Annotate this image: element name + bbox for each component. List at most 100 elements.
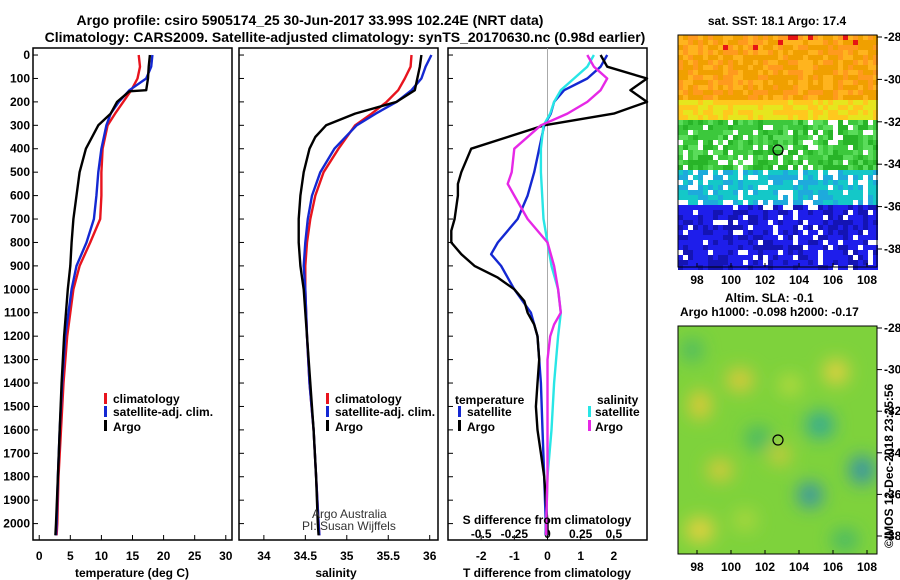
sst-cell <box>718 55 723 60</box>
sst-cell <box>803 55 808 60</box>
sst-cell <box>858 250 863 255</box>
sst-cell <box>793 180 798 185</box>
sst-cell <box>813 140 818 145</box>
sst-cell <box>763 150 768 155</box>
sst-cell <box>853 185 858 190</box>
sst-cell <box>798 110 803 115</box>
sst-cell <box>848 200 853 205</box>
sst-cell <box>743 250 748 255</box>
sst-cell <box>843 225 848 230</box>
sst-cell <box>803 185 808 190</box>
sst-cell <box>808 115 813 120</box>
sst-cell <box>858 185 863 190</box>
series-line-salinity-argo <box>506 54 609 536</box>
sst-cell <box>698 215 703 220</box>
sst-cell <box>753 140 758 145</box>
sst-cell <box>838 235 843 240</box>
lat-tick-label: -28 <box>884 321 900 335</box>
sst-cell <box>708 160 713 165</box>
sst-cell <box>823 65 828 70</box>
sst-cell <box>868 145 873 150</box>
sst-cell <box>678 200 683 205</box>
sst-cell <box>718 125 723 130</box>
sst-cell <box>813 110 818 115</box>
sst-cell <box>688 175 693 180</box>
sst-cell <box>828 235 833 240</box>
sst-cell <box>688 80 693 85</box>
sst-cell <box>733 160 738 165</box>
sst-cell <box>713 90 718 95</box>
sst-cell <box>873 135 878 140</box>
sst-cell <box>718 115 723 120</box>
sst-cell <box>703 230 708 235</box>
sst-cell <box>753 175 758 180</box>
sst-cell <box>708 125 713 130</box>
salinity-xlabel: salinity <box>315 566 357 580</box>
sst-cell <box>823 170 828 175</box>
sst-cell <box>718 175 723 180</box>
sst-cell <box>728 225 733 230</box>
sst-cell <box>818 90 823 95</box>
sst-cell <box>858 165 863 170</box>
sst-cell <box>718 190 723 195</box>
sst-cell <box>813 105 818 110</box>
sst-cell <box>748 245 753 250</box>
sst-cell <box>853 55 858 60</box>
sst-cell <box>733 185 738 190</box>
sst-cell <box>718 130 723 135</box>
sst-cell <box>808 200 813 205</box>
sst-cell <box>803 40 808 45</box>
sst-cell <box>693 215 698 220</box>
sst-cell <box>753 110 758 115</box>
sst-cell <box>748 120 753 125</box>
sst-cell <box>738 235 743 240</box>
sst-cell <box>783 140 788 145</box>
x-tick-label: 20 <box>157 549 171 563</box>
sst-cell <box>703 165 708 170</box>
depth-tick-label: 700 <box>10 212 30 226</box>
depth-tick-label: 1200 <box>3 329 30 343</box>
sst-cell <box>713 140 718 145</box>
sst-cell <box>873 245 878 250</box>
sst-cell <box>823 45 828 50</box>
sst-cell <box>818 215 823 220</box>
sst-cell <box>843 215 848 220</box>
sst-cell <box>858 80 863 85</box>
sst-cell <box>813 245 818 250</box>
sst-cell <box>773 55 778 60</box>
sst-cell <box>778 215 783 220</box>
sst-cell <box>808 95 813 100</box>
sst-cell <box>758 240 763 245</box>
sst-cell <box>758 170 763 175</box>
sst-cell <box>753 55 758 60</box>
sst-cell <box>703 170 708 175</box>
sst-cell <box>728 80 733 85</box>
sst-cell <box>688 180 693 185</box>
depth-tick-label: 900 <box>10 259 30 273</box>
sst-cell <box>848 100 853 105</box>
sst-cell <box>748 70 753 75</box>
sst-cell <box>843 255 848 260</box>
sst-cell <box>808 170 813 175</box>
sst-cell <box>688 75 693 80</box>
sst-cell <box>873 180 878 185</box>
sst-cell <box>693 65 698 70</box>
sst-cell <box>743 45 748 50</box>
sst-cell <box>763 65 768 70</box>
sst-cell <box>683 190 688 195</box>
sst-cell <box>858 40 863 45</box>
sst-cell <box>743 215 748 220</box>
sst-cell <box>808 75 813 80</box>
sst-cell <box>873 170 878 175</box>
sst-cell <box>808 65 813 70</box>
sst-cell <box>758 75 763 80</box>
sst-cell <box>783 235 788 240</box>
sst-cell <box>813 185 818 190</box>
sst-cell <box>688 105 693 110</box>
sst-cell <box>798 230 803 235</box>
sst-cell <box>683 145 688 150</box>
sst-cell <box>858 160 863 165</box>
sst-cell <box>798 155 803 160</box>
sst-cell <box>873 145 878 150</box>
